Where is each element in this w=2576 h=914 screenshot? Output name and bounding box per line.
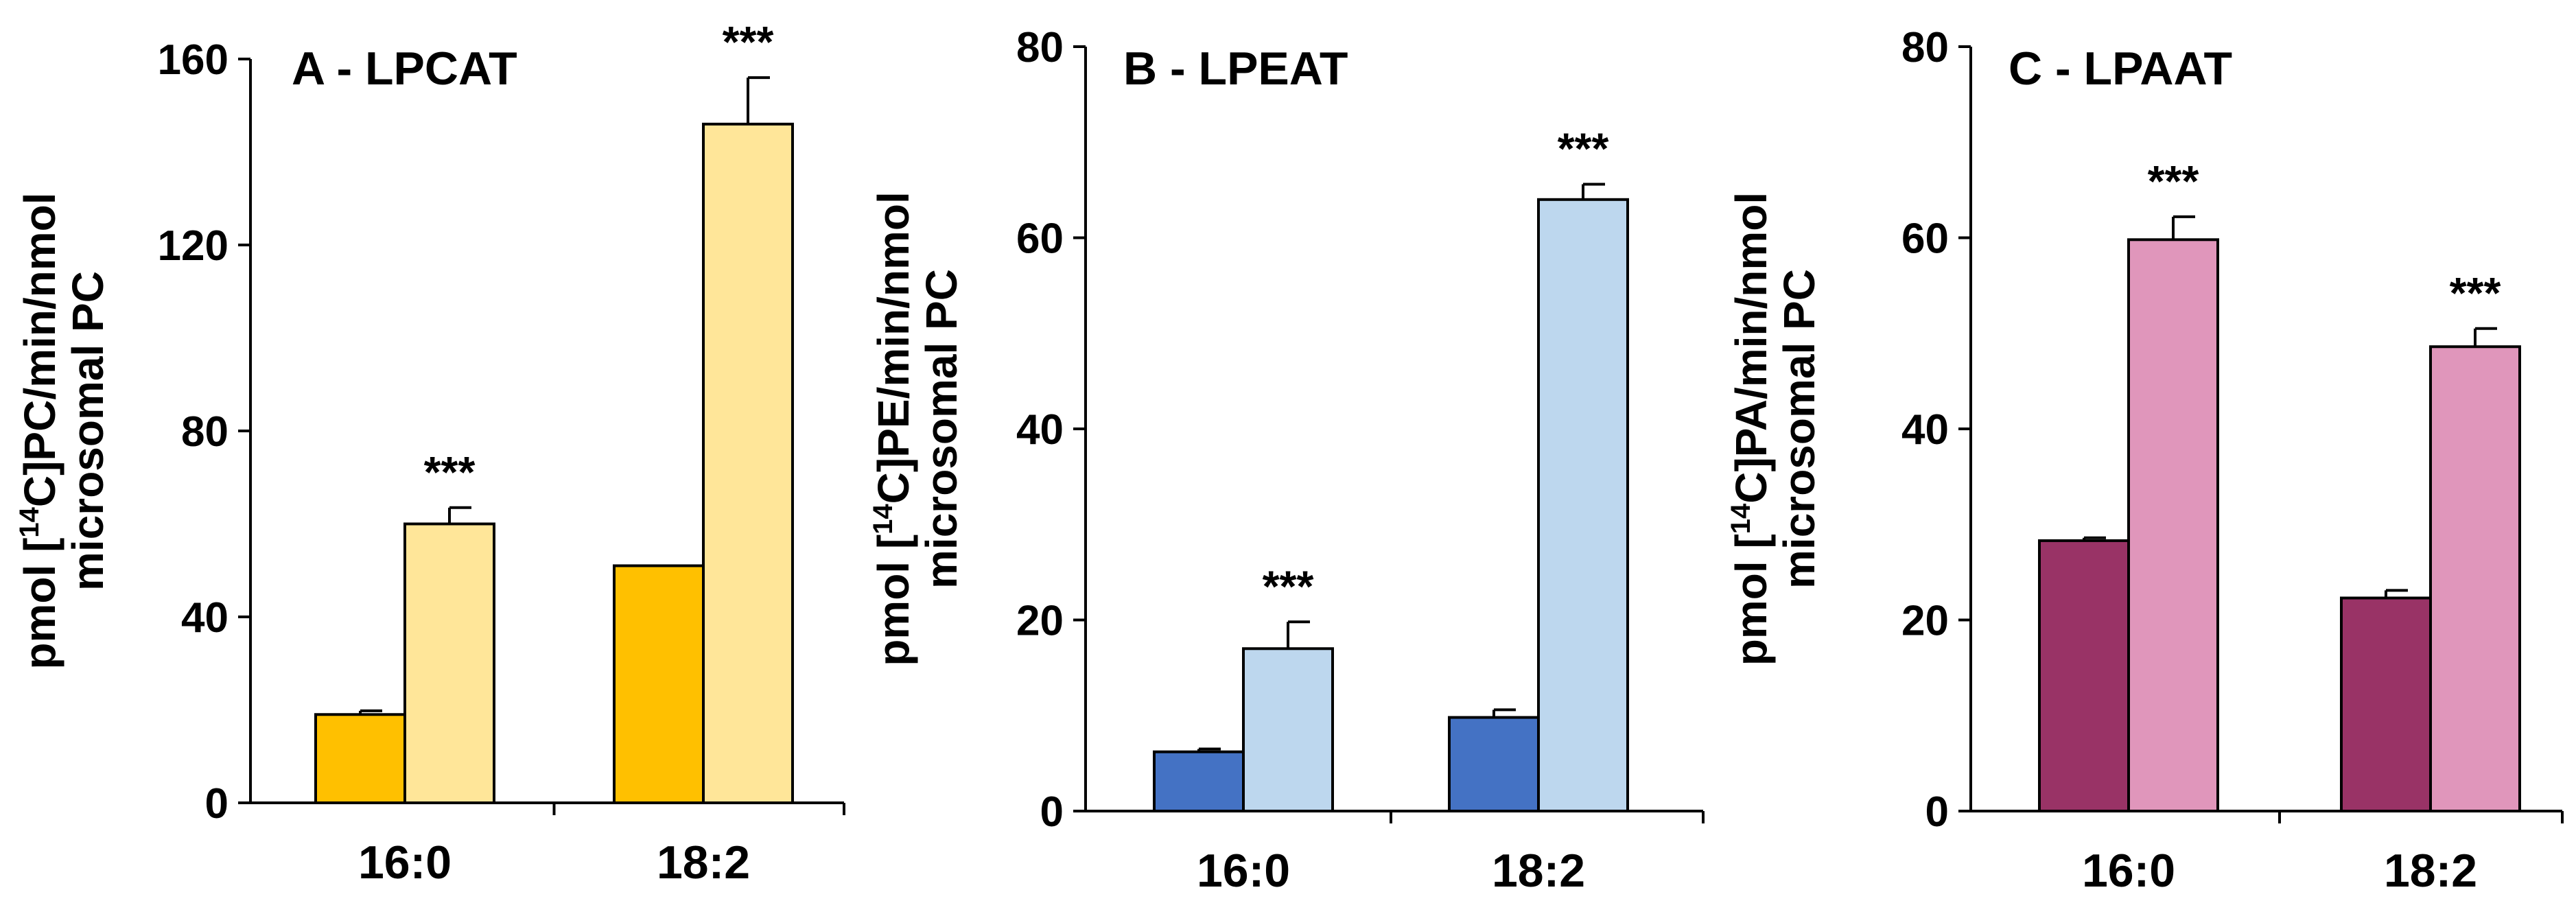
- panel-title: A - LPCAT: [292, 43, 517, 95]
- y-tick-label: 120: [158, 222, 229, 270]
- x-category-label: 18:2: [1492, 845, 1585, 897]
- y-tick-label: 80: [181, 408, 229, 456]
- y-tick-label: 0: [1040, 788, 1064, 836]
- y-axis-title-2: microsomal PC: [1775, 269, 1824, 589]
- bar-b-s0-c1: [1448, 716, 1540, 813]
- bar-a-s0-c0: [314, 713, 406, 805]
- y-tick-label: 20: [1901, 598, 1949, 645]
- x-category-label: 18:2: [657, 836, 750, 889]
- chart-svg-a: 0 40 80 120 160 16:0 18:2 *** *** A - LPCAT pmol […: [14, 17, 845, 889]
- bar-c-s1-c0: [2127, 238, 2219, 813]
- bar-c-s0-c1: [2340, 596, 2432, 812]
- x-category-label: 16:0: [1197, 845, 1290, 897]
- y-axis-title-line1: pmol [14C]PA/min/nmol: [1726, 192, 1776, 666]
- y-axis-title-line2: microsomal PC: [917, 269, 966, 589]
- y-axis-title: pmol [14C]PA/min/nmol: [1726, 192, 1776, 666]
- x-category-label: 16:0: [2082, 845, 2175, 897]
- bar-a-s0-c1: [613, 564, 705, 804]
- y-axis-title-line2: microsomal PC: [63, 271, 113, 591]
- bar-a-s1-c1: [702, 122, 794, 805]
- x-category-label: 16:0: [358, 836, 452, 889]
- y-tick-label: 0: [205, 780, 229, 828]
- y-axis-title-2: microsomal PC: [917, 269, 966, 589]
- bar-b-s0-c0: [1153, 750, 1245, 813]
- significance-label: ***: [2450, 268, 2501, 318]
- y-tick-label: 60: [1016, 215, 1064, 263]
- y-axis-title-line1: pmol [14C]PE/min/nmol: [868, 191, 918, 666]
- significance-label: ***: [1558, 124, 1609, 174]
- significance-label: ***: [424, 447, 476, 497]
- panel-title: B - LPEAT: [1123, 43, 1348, 95]
- y-tick-label: 0: [1925, 788, 1949, 836]
- y-axis-title: pmol [14C]PC/min/nmol: [14, 192, 65, 669]
- y-tick-label: 40: [1901, 406, 1949, 454]
- y-axis-title-line1: pmol [14C]PC/min/nmol: [14, 192, 65, 669]
- y-axis-title: pmol [14C]PE/min/nmol: [868, 191, 918, 666]
- y-tick-label: 40: [181, 594, 229, 642]
- y-axis-title-2: microsomal PC: [63, 271, 113, 591]
- chart-svg-b: 0 20 40 60 80 16:0 18:2 *** *** B - LPEAT pmol [14…: [868, 24, 1705, 897]
- y-tick-label: 20: [1016, 598, 1064, 645]
- chart-panel-c: 0 20 40 60 80 16:0 18:2 *** *** C - LPAAT pmol [14…: [1717, 0, 2576, 914]
- bar-a-s1-c0: [403, 522, 495, 804]
- chart-panel-b: 0 20 40 60 80 16:0 18:2 *** *** B - LPEAT pmol [14…: [859, 0, 1717, 914]
- significance-label: ***: [723, 17, 774, 67]
- significance-label: ***: [1263, 561, 1314, 611]
- y-tick-label: 80: [1016, 24, 1064, 71]
- y-axis-title-line2: microsomal PC: [1775, 269, 1824, 589]
- bar-c-s1-c1: [2429, 345, 2521, 812]
- x-category-label: 18:2: [2384, 845, 2477, 897]
- y-tick-label: 60: [1901, 215, 1949, 263]
- y-tick-label: 80: [1901, 24, 1949, 71]
- bar-c-s0-c0: [2038, 539, 2130, 812]
- significance-label: ***: [2148, 156, 2199, 206]
- chart-panel-a: 0 40 80 120 160 16:0 18:2 *** *** A - LPCAT pmol […: [0, 0, 859, 914]
- panel-title: C - LPAAT: [2009, 43, 2232, 95]
- bar-b-s1-c1: [1537, 198, 1629, 812]
- bar-b-s1-c0: [1242, 647, 1334, 813]
- y-tick-label: 160: [158, 36, 229, 84]
- y-tick-label: 40: [1016, 406, 1064, 454]
- chart-svg-c: 0 20 40 60 80 16:0 18:2 *** *** C - LPAAT pmol [14…: [1726, 24, 2564, 897]
